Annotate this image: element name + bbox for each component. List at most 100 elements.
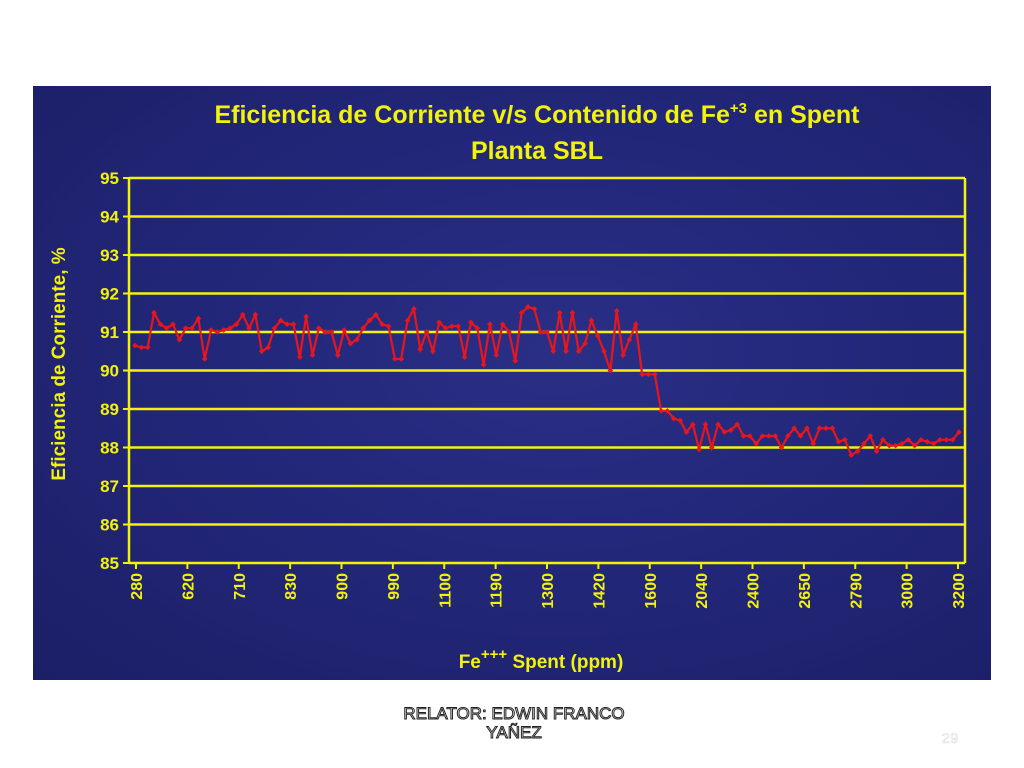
data-point bbox=[842, 436, 848, 443]
data-point bbox=[791, 425, 798, 432]
data-point bbox=[766, 433, 772, 439]
data-point bbox=[322, 329, 328, 335]
footer-presenter: RELATOR: EDWIN FRANCO YAÑEZ bbox=[364, 704, 664, 743]
data-point bbox=[309, 352, 316, 358]
data-point bbox=[436, 319, 443, 326]
y-tick-label: 91 bbox=[100, 323, 119, 342]
data-point bbox=[373, 311, 379, 318]
data-point bbox=[918, 436, 924, 443]
y-tick-label: 87 bbox=[100, 477, 119, 496]
y-axis-ticks: 85 86 87 88 89 90 91 92 93 94 95 bbox=[100, 169, 119, 573]
data-point bbox=[335, 352, 341, 358]
x-tick-label: 1190 bbox=[489, 573, 506, 608]
data-point bbox=[385, 323, 392, 330]
data-point bbox=[506, 329, 512, 335]
x-tick-label: 2400 bbox=[746, 573, 763, 609]
data-point bbox=[829, 425, 836, 432]
data-point bbox=[569, 309, 576, 316]
data-point bbox=[785, 433, 791, 439]
data-point bbox=[151, 309, 157, 316]
footer-line-1: RELATOR: EDWIN FRANCO bbox=[403, 704, 625, 724]
data-point bbox=[721, 429, 728, 435]
data-point bbox=[366, 317, 373, 324]
data-point bbox=[905, 436, 912, 443]
data-point bbox=[715, 421, 721, 428]
data-point bbox=[670, 415, 677, 422]
data-point bbox=[747, 433, 753, 439]
data-point bbox=[689, 421, 696, 428]
data-point bbox=[138, 344, 145, 351]
data-point bbox=[556, 309, 563, 316]
data-point bbox=[804, 425, 810, 432]
data-point bbox=[772, 433, 779, 439]
data-point bbox=[341, 327, 347, 333]
x-tick-label: 3200 bbox=[951, 573, 968, 609]
y-tick-label: 95 bbox=[100, 169, 119, 188]
data-point bbox=[442, 325, 449, 331]
x-tick-label: 990 bbox=[386, 573, 403, 600]
data-point bbox=[379, 321, 386, 328]
data-point bbox=[899, 440, 905, 447]
data-point bbox=[949, 436, 956, 443]
data-point bbox=[398, 356, 405, 362]
data-point bbox=[639, 371, 645, 378]
x-tick-label: 1600 bbox=[643, 573, 660, 609]
data-point bbox=[854, 448, 861, 455]
data-point bbox=[563, 348, 569, 355]
chart-panel: Eficiencia de Corriente v/s Contenido de… bbox=[33, 86, 991, 680]
data-point bbox=[512, 358, 519, 364]
data-point bbox=[702, 421, 709, 428]
x-tick-label: 1300 bbox=[540, 573, 557, 609]
data-point bbox=[493, 352, 500, 358]
data-point bbox=[468, 319, 474, 326]
data-point bbox=[214, 329, 221, 335]
data-point bbox=[943, 436, 950, 443]
data-point bbox=[227, 325, 233, 331]
data-point bbox=[170, 321, 176, 328]
data-point bbox=[220, 327, 227, 333]
chart-title-line2: Planta SBL bbox=[471, 137, 603, 165]
data-point bbox=[873, 448, 880, 455]
data-point bbox=[411, 306, 417, 312]
data-point bbox=[239, 311, 246, 318]
data-point bbox=[550, 348, 557, 355]
data-point bbox=[296, 354, 303, 360]
y-tick-label: 85 bbox=[100, 554, 119, 573]
data-point bbox=[518, 309, 525, 316]
data-point bbox=[354, 336, 360, 343]
y-tick-label: 89 bbox=[100, 400, 119, 419]
data-point bbox=[778, 444, 785, 451]
footer-line-2: YAÑEZ bbox=[486, 723, 542, 743]
line-chart: Eficiencia de Corriente v/s Contenido de… bbox=[49, 100, 968, 673]
data-point bbox=[195, 315, 202, 322]
data-point bbox=[740, 433, 747, 439]
y-tick-label: 86 bbox=[100, 516, 119, 535]
data-point bbox=[271, 325, 278, 331]
data-point bbox=[258, 348, 265, 355]
data-point bbox=[525, 304, 531, 310]
data-point bbox=[956, 429, 962, 435]
data-point bbox=[246, 325, 252, 331]
data-point bbox=[810, 440, 817, 447]
x-tick-label: 710 bbox=[232, 573, 249, 600]
data-point bbox=[182, 325, 189, 331]
x-axis-title: Fe+++ Spent (ppm) bbox=[459, 646, 624, 673]
data-point bbox=[607, 367, 614, 374]
data-point bbox=[208, 327, 214, 333]
grid-layer bbox=[123, 176, 967, 569]
data-point bbox=[626, 336, 633, 343]
data-point bbox=[727, 427, 734, 434]
data-point bbox=[677, 417, 683, 424]
data-point bbox=[284, 321, 290, 328]
data-point bbox=[157, 321, 164, 328]
x-tick-label: 280 bbox=[129, 573, 146, 600]
x-tick-label: 2040 bbox=[694, 573, 711, 609]
x-tick-label: 1420 bbox=[591, 573, 608, 609]
data-point bbox=[531, 306, 538, 312]
x-tick-label: 830 bbox=[283, 573, 300, 600]
x-tick-label: 3000 bbox=[900, 573, 917, 609]
data-point bbox=[499, 321, 506, 328]
data-point bbox=[315, 325, 322, 331]
data-point bbox=[252, 311, 259, 318]
